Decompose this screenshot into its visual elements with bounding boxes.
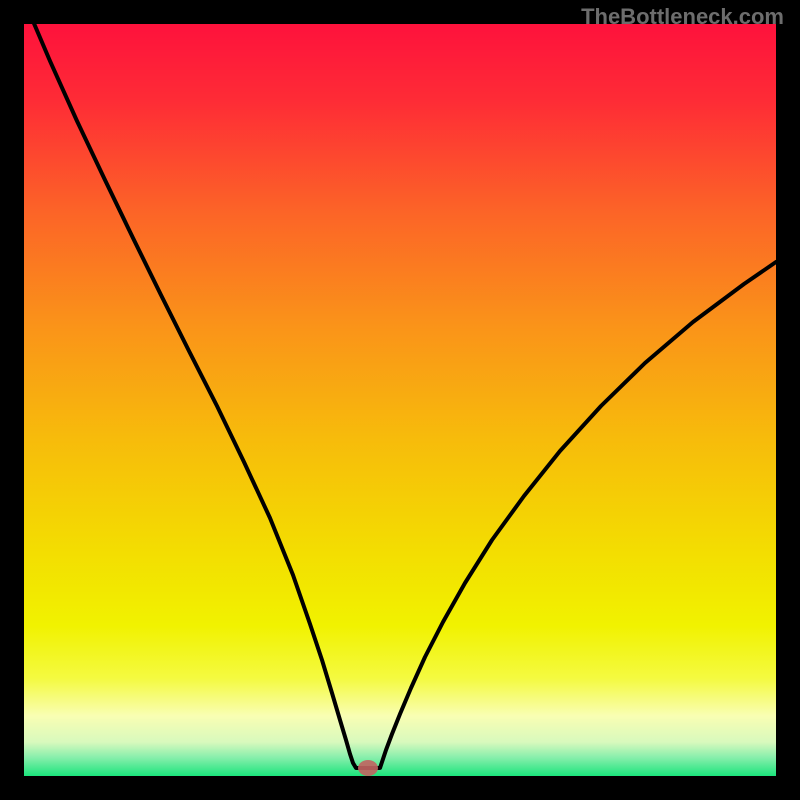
chart-container: TheBottleneck.com xyxy=(0,0,800,800)
gradient-plot-area xyxy=(24,24,776,776)
watermark-text: TheBottleneck.com xyxy=(581,4,784,30)
chart-background xyxy=(0,0,800,800)
optimal-point-marker xyxy=(358,760,378,776)
